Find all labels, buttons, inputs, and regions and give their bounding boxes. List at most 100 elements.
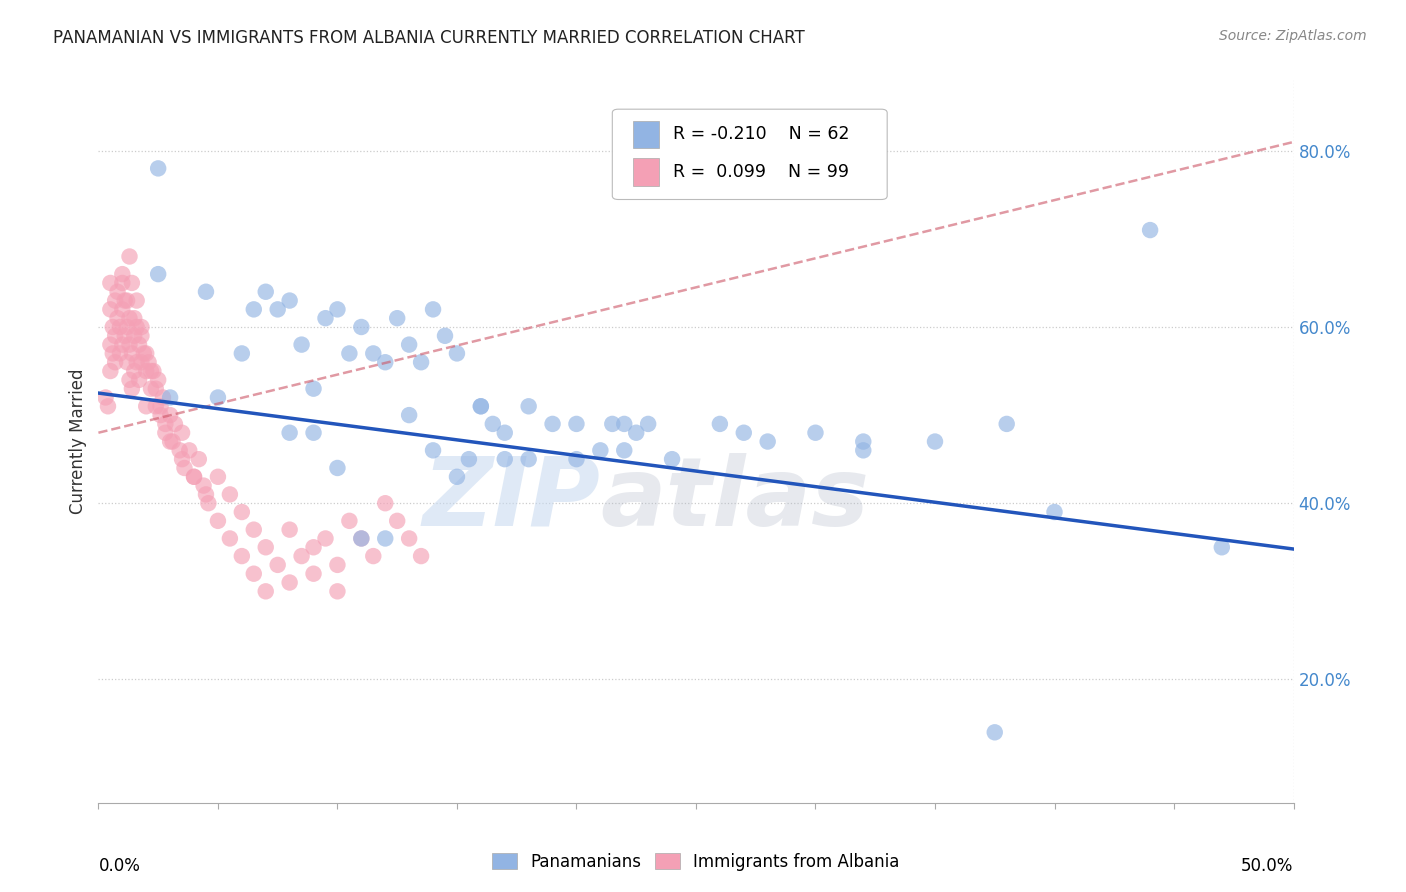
Point [195, 487, 218, 501]
Point [131, 320, 153, 334]
Point [138, 355, 160, 369]
Point [111, 337, 134, 351]
Point [183, 470, 205, 484]
Point [169, 443, 191, 458]
Point [494, 452, 516, 467]
Text: 50.0%: 50.0% [1241, 857, 1294, 875]
Point [350, 532, 373, 546]
Point [339, 346, 361, 360]
Point [108, 346, 131, 360]
Point [315, 311, 337, 326]
Text: atlas: atlas [600, 453, 869, 546]
Point [326, 302, 349, 317]
Point [107, 285, 129, 299]
Point [104, 355, 127, 369]
Point [98, 276, 122, 290]
Text: 0.0%: 0.0% [98, 857, 141, 875]
Point [131, 328, 153, 343]
Point [709, 417, 731, 431]
Point [278, 293, 301, 308]
Point [155, 417, 177, 431]
Point [363, 346, 385, 360]
Point [207, 391, 229, 405]
Point [115, 320, 138, 334]
Point [613, 417, 636, 431]
Point [1139, 223, 1161, 237]
Point [267, 302, 290, 317]
Point [398, 532, 420, 546]
Point [125, 355, 148, 369]
Point [98, 302, 122, 317]
Point [148, 373, 170, 387]
Point [339, 514, 361, 528]
Point [139, 364, 162, 378]
Text: ZIP: ZIP [422, 453, 600, 546]
Point [398, 408, 420, 422]
Point [163, 417, 186, 431]
Point [1043, 505, 1066, 519]
Point [984, 725, 1007, 739]
Point [924, 434, 946, 449]
Point [470, 399, 492, 413]
Point [326, 558, 349, 572]
Point [111, 276, 134, 290]
Point [470, 399, 492, 413]
Point [187, 452, 209, 467]
Point [115, 293, 138, 308]
Text: R =  0.099    N = 99: R = 0.099 N = 99 [673, 163, 849, 181]
Point [350, 320, 373, 334]
Point [458, 452, 481, 467]
Point [132, 346, 155, 360]
Point [278, 425, 301, 440]
Point [128, 373, 150, 387]
Point [149, 399, 172, 413]
Point [243, 523, 266, 537]
Point [148, 267, 170, 281]
Point [219, 532, 242, 546]
Point [995, 417, 1018, 431]
Point [733, 425, 755, 440]
Text: Source: ZipAtlas.com: Source: ZipAtlas.com [1219, 29, 1367, 43]
Point [104, 293, 127, 308]
Point [124, 328, 146, 343]
Point [135, 346, 157, 360]
Point [231, 549, 253, 563]
Point [152, 391, 174, 405]
Point [207, 514, 229, 528]
Point [374, 532, 396, 546]
Point [124, 311, 146, 326]
Point [108, 320, 131, 334]
Point [219, 487, 242, 501]
FancyBboxPatch shape [633, 158, 659, 186]
Y-axis label: Currently Married: Currently Married [69, 368, 87, 515]
Point [159, 434, 181, 449]
Point [145, 399, 167, 413]
Point [267, 558, 290, 572]
Point [350, 532, 373, 546]
Point [517, 399, 540, 413]
Point [291, 549, 314, 563]
Point [326, 461, 349, 475]
Point [155, 425, 177, 440]
Point [302, 566, 325, 581]
Point [637, 417, 659, 431]
Point [565, 417, 588, 431]
Point [411, 355, 433, 369]
Point [149, 408, 172, 422]
Point [302, 425, 325, 440]
Point [98, 364, 122, 378]
Point [243, 566, 266, 581]
Point [422, 302, 444, 317]
Point [172, 425, 194, 440]
Point [118, 250, 141, 264]
Point [589, 443, 612, 458]
Point [565, 452, 588, 467]
Point [101, 346, 124, 360]
Point [756, 434, 779, 449]
Point [315, 532, 337, 546]
Point [517, 452, 540, 467]
FancyBboxPatch shape [613, 109, 887, 200]
Point [135, 399, 157, 413]
Point [114, 293, 136, 308]
Point [118, 373, 141, 387]
